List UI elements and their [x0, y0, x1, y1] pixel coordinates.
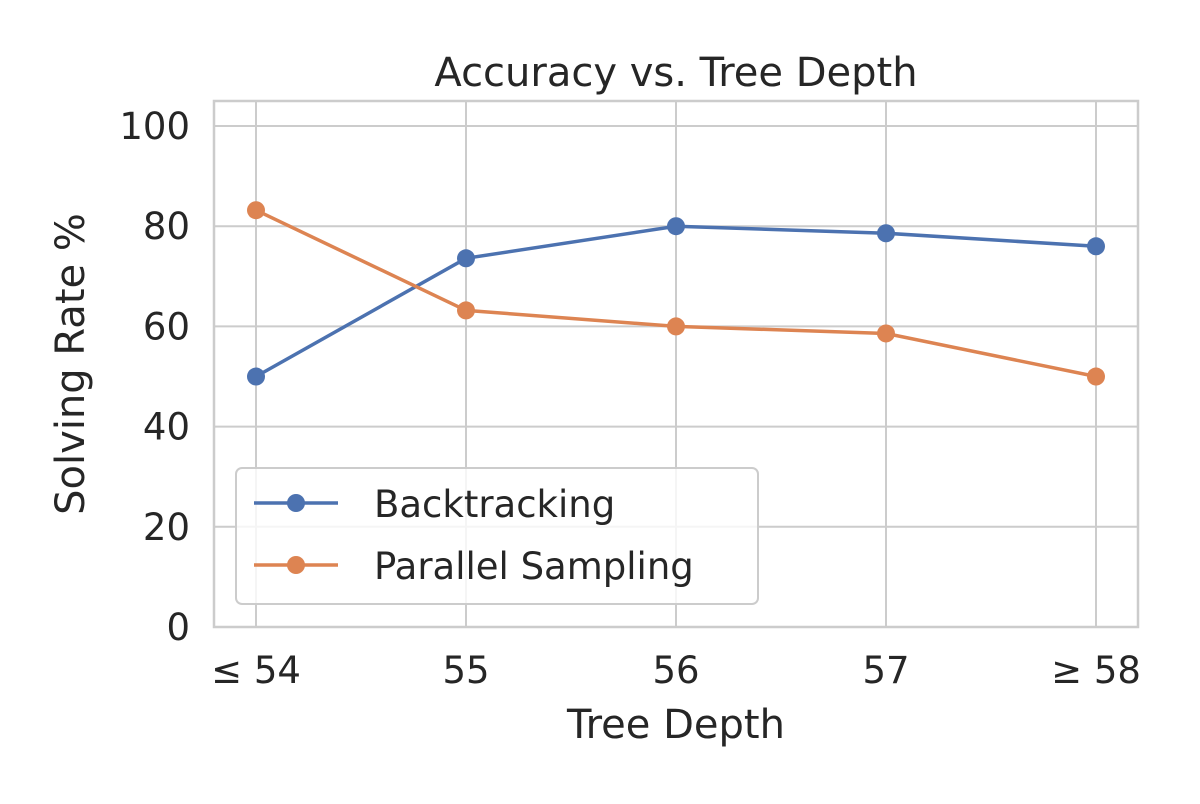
series-layer — [247, 201, 1105, 386]
data-point — [1087, 367, 1105, 386]
legend: Backtracking Parallel Sampling — [235, 467, 759, 605]
data-point — [457, 301, 475, 320]
y-tick-label: 100 — [119, 105, 190, 148]
plot-frame — [212, 99, 1140, 629]
x-tick-label: 56 — [652, 649, 699, 692]
y-tick-label: 20 — [143, 506, 190, 549]
data-point — [877, 224, 895, 243]
y-tick-label: 0 — [166, 606, 190, 649]
y-tick-labels: 0 20 40 60 80 100 — [119, 105, 190, 649]
x-tick-label: 55 — [442, 649, 489, 692]
chart-title: Accuracy vs. Tree Depth — [434, 50, 917, 96]
data-point — [1087, 237, 1105, 256]
y-tick-label: 60 — [143, 305, 190, 348]
x-tick-label: ≥ 58 — [1051, 649, 1141, 692]
y-tick-label: 80 — [143, 205, 190, 248]
x-tick-label: ≤ 54 — [211, 649, 301, 692]
x-tick-labels: ≤ 54 55 56 57 ≥ 58 — [211, 649, 1141, 692]
data-point — [247, 367, 265, 386]
legend-marker-backtracking — [287, 494, 305, 512]
data-point — [877, 324, 895, 343]
data-point — [667, 217, 685, 236]
legend-box — [235, 467, 759, 605]
x-axis-label: Tree Depth — [566, 702, 785, 748]
y-tick-label: 40 — [143, 406, 190, 449]
data-point — [247, 201, 265, 220]
legend-label-parallel-sampling: Parallel Sampling — [374, 545, 694, 588]
legend-marker-parallel-sampling — [287, 556, 305, 574]
data-point — [667, 317, 685, 336]
data-point — [457, 249, 475, 268]
legend-label-backtracking: Backtracking — [374, 483, 615, 526]
y-axis-label: Solving Rate % — [48, 213, 94, 515]
x-tick-label: 57 — [862, 649, 909, 692]
